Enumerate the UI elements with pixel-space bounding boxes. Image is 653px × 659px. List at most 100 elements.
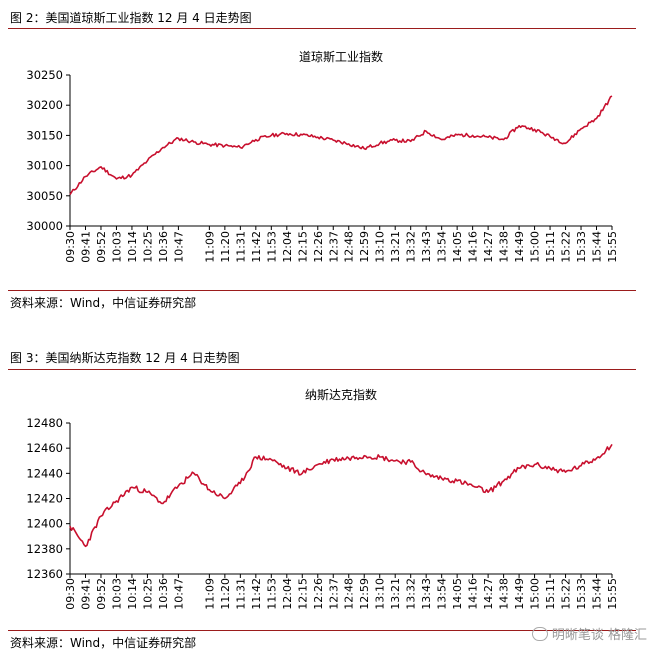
x-tick-label: 14:49 <box>513 231 526 263</box>
figure-2-source: 资料来源：Wind，中信证券研究部 <box>10 296 197 310</box>
x-tick-label: 11:31 <box>234 231 247 263</box>
nasdaq-chart: 纳斯达克指数 12360 12380 12400 12420 12440 12460 1248… <box>26 387 619 610</box>
x-tick-label: 15:00 <box>529 231 542 263</box>
x-tick-label: 14:38 <box>498 578 511 610</box>
chart-title: 道琼斯工业指数 <box>299 49 383 64</box>
figure-2-caption: 图 2：美国道琼斯工业指数 12 月 4 日走势图 <box>10 11 252 25</box>
y-tick-label: 12360 <box>26 567 63 581</box>
x-tick-label: 14:49 <box>513 578 526 610</box>
x-tick-label: 12:37 <box>327 231 340 263</box>
x-tick-label: 11:42 <box>250 231 263 263</box>
x-tick-label: 14:16 <box>467 578 480 610</box>
y-tick-label: 12380 <box>26 542 63 556</box>
x-tick-label: 12:04 <box>281 578 294 610</box>
chat-bubble-icon <box>531 627 548 641</box>
x-tick-label: 14:27 <box>482 578 495 610</box>
x-tick-label: 15:33 <box>575 231 588 263</box>
x-tick-label: 12:15 <box>296 578 309 610</box>
x-tick-label: 12:15 <box>296 231 309 263</box>
x-tick-label: 11:53 <box>265 231 278 263</box>
x-tick-label: 11:20 <box>219 578 232 610</box>
x-tick-label: 15:55 <box>606 231 619 263</box>
x-tick-label: 10:47 <box>172 231 185 263</box>
x-tick-label: 13:54 <box>436 578 449 610</box>
x-tick-label: 15:44 <box>591 578 604 610</box>
x-tick-label: 10:47 <box>172 578 185 610</box>
y-tick-label: 12440 <box>26 466 63 480</box>
y-tick-label: 30050 <box>26 189 63 203</box>
x-tick-label: 09:41 <box>79 578 92 610</box>
x-tick-label: 14:38 <box>498 231 511 263</box>
x-tick-label: 15:11 <box>544 578 557 610</box>
x-tick-label: 15:22 <box>560 578 573 610</box>
y-tick-label: 12480 <box>26 416 63 430</box>
x-tick-label: 12:48 <box>343 231 356 263</box>
x-tick-label: 09:52 <box>95 578 108 610</box>
y-tick-label: 30000 <box>26 219 63 233</box>
x-tick-label: 10:25 <box>141 231 154 263</box>
x-tick-label: 13:32 <box>405 231 418 263</box>
x-tick-label: 09:30 <box>64 578 77 610</box>
x-tick-label: 10:14 <box>126 578 139 610</box>
figure-3-bottom-rule <box>8 630 636 631</box>
y-tick-label: 30100 <box>26 159 63 173</box>
x-tick-label: 13:21 <box>389 231 402 263</box>
y-tick-label: 12460 <box>26 441 63 455</box>
x-tick-label: 12:48 <box>343 578 356 610</box>
x-tick-label: 13:10 <box>374 231 387 263</box>
figure-3-top-rule <box>8 369 636 370</box>
x-tick-label: 14:27 <box>482 231 495 263</box>
x-tick-label: 11:31 <box>234 578 247 610</box>
y-tick-label: 30250 <box>26 68 63 82</box>
x-tick-label: 12:59 <box>358 231 371 263</box>
x-tick-label: 12:04 <box>281 231 294 263</box>
chart-title: 纳斯达克指数 <box>305 387 377 402</box>
y-tick-label: 30200 <box>26 98 63 112</box>
figure-2-top-rule <box>8 28 636 29</box>
figure-2-bottom-rule <box>8 290 636 291</box>
x-tick-label: 13:43 <box>420 578 433 610</box>
x-tick-label: 15:33 <box>575 578 588 610</box>
x-tick-label: 10:36 <box>157 578 170 610</box>
y-tick-label: 12400 <box>26 517 63 531</box>
x-tick-label: 13:54 <box>436 231 449 263</box>
x-tick-label: 11:42 <box>250 578 263 610</box>
x-tick-label: 11:09 <box>203 231 216 263</box>
x-tick-label: 10:03 <box>110 231 123 263</box>
x-tick-label: 13:10 <box>374 578 387 610</box>
x-tick-label: 14:05 <box>451 578 464 610</box>
x-tick-label: 12:26 <box>312 231 325 263</box>
x-tick-label: 12:37 <box>327 578 340 610</box>
x-tick-label: 13:21 <box>389 578 402 610</box>
x-tick-label: 09:41 <box>79 231 92 263</box>
x-tick-label: 15:22 <box>560 231 573 263</box>
y-tick-label: 12420 <box>26 492 63 506</box>
series-line <box>69 95 613 196</box>
watermark-text: 明晰笔谈 格隆汇 <box>551 628 647 643</box>
x-tick-label: 10:36 <box>157 231 170 263</box>
series-line <box>69 443 613 548</box>
x-tick-label: 15:00 <box>529 578 542 610</box>
x-tick-label: 15:11 <box>544 231 557 263</box>
watermark: 明晰笔谈 格隆汇 <box>531 624 647 643</box>
x-tick-label: 11:20 <box>219 231 232 263</box>
x-tick-label: 12:26 <box>312 578 325 610</box>
x-tick-label: 09:30 <box>64 231 77 263</box>
figure-3-source: 资料来源：Wind，中信证券研究部 <box>10 636 197 650</box>
dow-jones-chart: 道琼斯工业指数 30000 30050 30100 30150 30200 30250 09:… <box>26 49 619 263</box>
x-tick-label: 14:05 <box>451 231 464 263</box>
figure-3-caption: 图 3：美国纳斯达克指数 12 月 4 日走势图 <box>10 351 240 365</box>
x-tick-label: 12:59 <box>358 578 371 610</box>
x-tick-label: 13:43 <box>420 231 433 263</box>
x-tick-label: 11:09 <box>203 578 216 610</box>
x-tick-label: 10:25 <box>141 578 154 610</box>
x-tick-label: 10:03 <box>110 578 123 610</box>
x-tick-label: 15:44 <box>591 231 604 263</box>
x-tick-label: 10:14 <box>126 231 139 263</box>
x-tick-label: 15:55 <box>606 578 619 610</box>
x-tick-label: 09:52 <box>95 231 108 263</box>
x-tick-label: 11:53 <box>265 578 278 610</box>
y-tick-label: 30150 <box>26 128 63 142</box>
x-tick-label: 14:16 <box>467 231 480 263</box>
x-tick-label: 13:32 <box>405 578 418 610</box>
